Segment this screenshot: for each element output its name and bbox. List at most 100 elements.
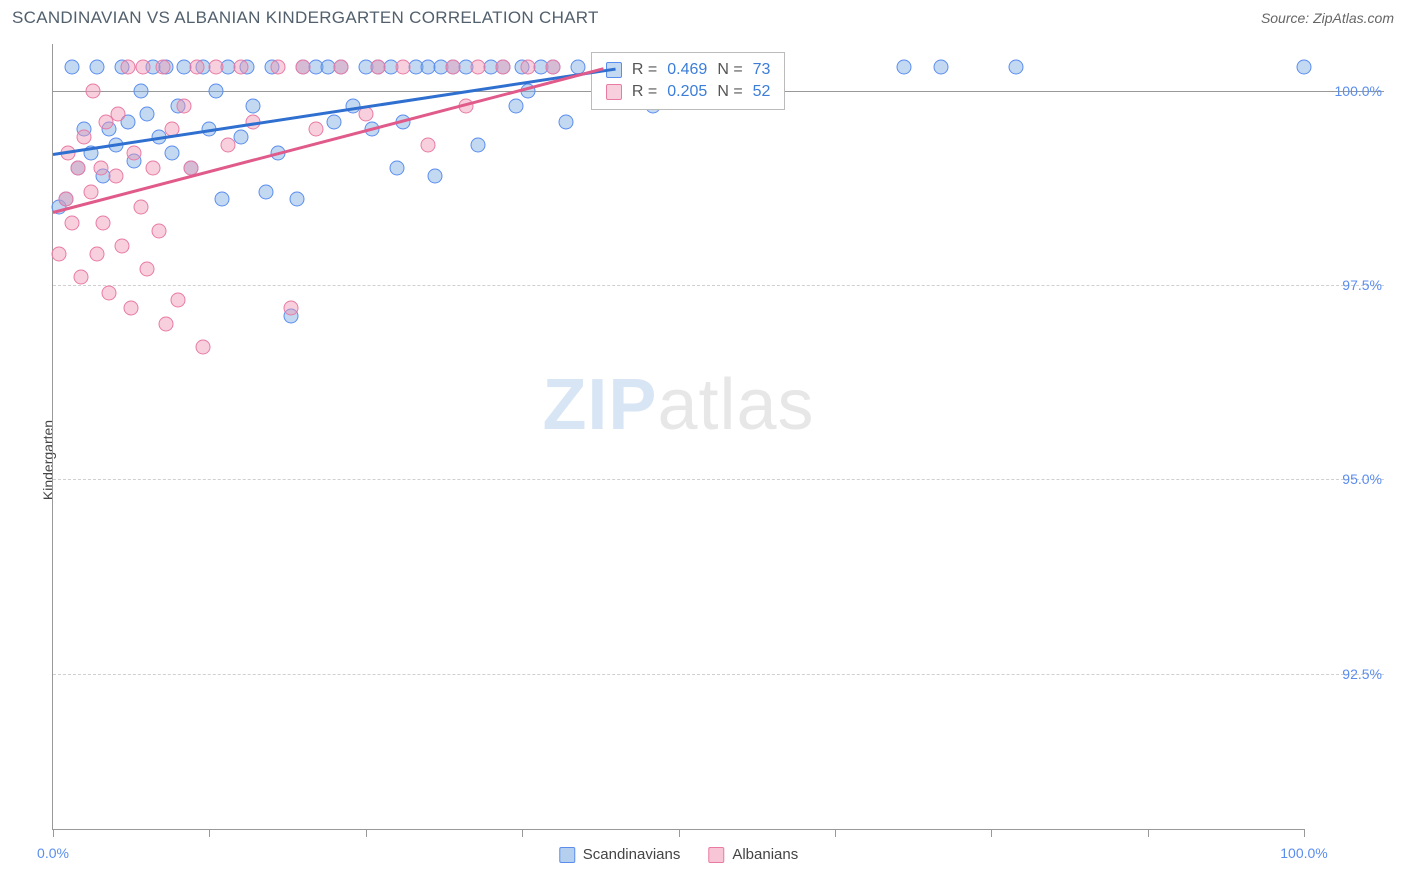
stat-box: R =0.469N =73R =0.205N =52: [591, 52, 786, 110]
legend-swatch: [606, 84, 622, 100]
x-tick: [1304, 829, 1305, 837]
scatter-point: [196, 340, 211, 355]
stat-label-r: R =: [632, 83, 657, 101]
legend-item: Albanians: [708, 846, 798, 863]
scatter-point: [271, 60, 286, 75]
scatter-point: [233, 60, 248, 75]
scatter-point: [127, 145, 142, 160]
scatter-point: [139, 106, 154, 121]
chart-title: SCANDINAVIAN VS ALBANIAN KINDERGARTEN CO…: [12, 8, 599, 28]
x-tick-label: 100.0%: [1280, 845, 1327, 861]
scatter-point: [508, 99, 523, 114]
scatter-point: [114, 239, 129, 254]
scatter-point: [58, 192, 73, 207]
scatter-point: [86, 83, 101, 98]
scatter-point: [133, 200, 148, 215]
scatter-point: [421, 138, 436, 153]
scatter-point: [333, 60, 348, 75]
scatter-point: [214, 192, 229, 207]
scatter-point: [296, 60, 311, 75]
legend-label: Scandinavians: [583, 846, 681, 863]
scatter-point: [896, 60, 911, 75]
scatter-point: [289, 192, 304, 207]
stat-value-n: 52: [753, 83, 771, 101]
scatter-point: [208, 60, 223, 75]
scatter-point: [390, 161, 405, 176]
legend-swatch: [708, 847, 724, 863]
scatter-point: [64, 215, 79, 230]
x-tick: [835, 829, 836, 837]
scatter-point: [327, 114, 342, 129]
stat-label-r: R =: [632, 61, 657, 79]
x-tick: [522, 829, 523, 837]
scatter-point: [521, 60, 536, 75]
x-tick: [366, 829, 367, 837]
gridline-h: [53, 479, 1384, 480]
scatter-point: [934, 60, 949, 75]
scatter-point: [308, 122, 323, 137]
x-tick-label: 0.0%: [37, 845, 69, 861]
stat-value-n: 73: [753, 61, 771, 79]
scatter-point: [123, 301, 138, 316]
scatter-point: [93, 161, 108, 176]
scatter-point: [136, 60, 151, 75]
scatter-point: [446, 60, 461, 75]
plot-area: ZIPatlas 92.5%95.0%97.5%100.0%0.0%100.0%…: [52, 44, 1304, 830]
legend-bottom: Scandinavians Albanians: [559, 846, 798, 863]
x-tick: [1148, 829, 1149, 837]
scatter-point: [108, 169, 123, 184]
scatter-point: [471, 138, 486, 153]
scatter-point: [77, 130, 92, 145]
scatter-point: [164, 145, 179, 160]
scatter-point: [83, 184, 98, 199]
scatter-point: [177, 99, 192, 114]
scatter-point: [139, 262, 154, 277]
x-tick: [991, 829, 992, 837]
stat-row: R =0.205N =52: [606, 81, 771, 103]
stat-label-n: N =: [717, 61, 742, 79]
scatter-point: [258, 184, 273, 199]
scatter-point: [73, 270, 88, 285]
scatter-point: [121, 60, 136, 75]
scatter-point: [471, 60, 486, 75]
x-tick: [209, 829, 210, 837]
legend-item: Scandinavians: [559, 846, 681, 863]
scatter-point: [96, 215, 111, 230]
scatter-point: [496, 60, 511, 75]
scatter-point: [146, 161, 161, 176]
x-tick: [679, 829, 680, 837]
stat-label-n: N =: [717, 83, 742, 101]
scatter-point: [71, 161, 86, 176]
scatter-point: [111, 106, 126, 121]
scatter-point: [208, 83, 223, 98]
scatter-point: [427, 169, 442, 184]
trend-line: [53, 67, 616, 155]
scatter-point: [283, 301, 298, 316]
scatter-point: [152, 223, 167, 238]
gridline-h: [53, 285, 1384, 286]
y-tick-label: 97.5%: [1342, 277, 1382, 293]
scatter-point: [89, 60, 104, 75]
scatter-point: [246, 99, 261, 114]
scatter-point: [1297, 60, 1312, 75]
scatter-point: [133, 83, 148, 98]
scatter-point: [52, 246, 67, 261]
chart-container: Kindergarten ZIPatlas 92.5%95.0%97.5%100…: [12, 40, 1394, 880]
scatter-point: [89, 246, 104, 261]
x-tick: [53, 829, 54, 837]
legend-swatch: [559, 847, 575, 863]
y-tick-label: 100.0%: [1335, 83, 1382, 99]
scatter-point: [558, 114, 573, 129]
scatter-point: [396, 60, 411, 75]
gridline-h: [53, 674, 1384, 675]
scatter-point: [64, 60, 79, 75]
watermark: ZIPatlas: [542, 364, 814, 446]
chart-source: Source: ZipAtlas.com: [1261, 10, 1394, 26]
scatter-point: [171, 293, 186, 308]
watermark-part2: atlas: [657, 365, 814, 445]
scatter-point: [371, 60, 386, 75]
scatter-point: [1009, 60, 1024, 75]
legend-label: Albanians: [732, 846, 798, 863]
scatter-point: [158, 316, 173, 331]
stat-row: R =0.469N =73: [606, 59, 771, 81]
